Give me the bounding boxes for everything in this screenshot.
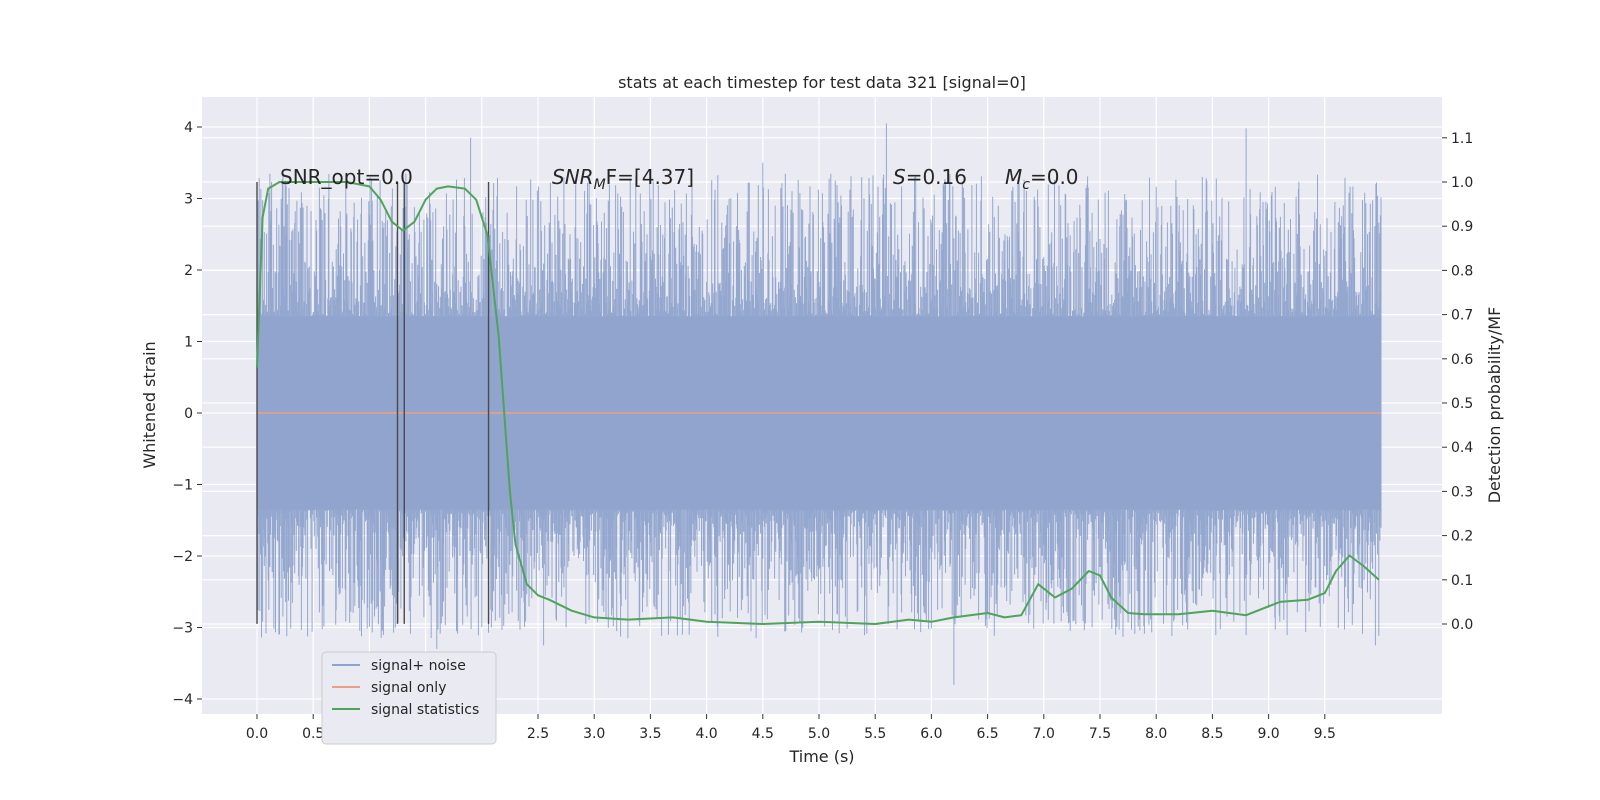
legend-label-noise: signal+ noise bbox=[371, 658, 466, 674]
y-right-tick-label: 0.4 bbox=[1451, 440, 1473, 456]
annotation-snr-mf: SNRMF=[4.37] bbox=[552, 165, 694, 193]
x-tick-label: 7.0 bbox=[1033, 726, 1055, 742]
x-tick-label: 0.5 bbox=[302, 726, 324, 742]
legend-label-signal: signal only bbox=[371, 680, 446, 696]
x-tick-label: 6.0 bbox=[920, 726, 942, 742]
y-tick-label: 2 bbox=[184, 263, 193, 279]
y-tick-label: 4 bbox=[184, 120, 193, 136]
signal-statistics-series bbox=[256, 181, 1380, 625]
vertical-markers bbox=[256, 182, 490, 624]
y-tick-label: 0 bbox=[184, 406, 193, 422]
x-tick-label: 3.5 bbox=[639, 726, 661, 742]
x-tick-label: 9.0 bbox=[1257, 726, 1279, 742]
x-axis-label: Time (s) bbox=[788, 747, 854, 766]
y-right-tick-label: 0.9 bbox=[1451, 219, 1473, 235]
legend-label-stats: signal statistics bbox=[371, 702, 479, 718]
x-tick-label: 5.5 bbox=[864, 726, 886, 742]
y-right-tick-label: 1.1 bbox=[1451, 131, 1473, 147]
y-tick-label: 1 bbox=[184, 335, 193, 351]
y-right-tick-label: 0.6 bbox=[1451, 352, 1473, 368]
y-tick-label: 3 bbox=[184, 192, 193, 208]
y-right-tick-labels: 1.1 1.0 0.9 0.8 0.7 0.6 0.5 0.4 0.3 0.2 0.1 0.0 bbox=[1442, 131, 1473, 633]
y-right-axis-label: Detection probability/MF bbox=[1485, 307, 1504, 504]
x-tick-label: 8.0 bbox=[1145, 726, 1167, 742]
x-tick-label: 2.5 bbox=[527, 726, 549, 742]
y-tick-labels: 4 3 2 1 0 −1 −2 −3 −4 bbox=[172, 120, 202, 708]
annotation-mc: Mc=0.0 bbox=[1005, 165, 1079, 193]
chart-title: stats at each timestep for test data 321… bbox=[618, 73, 1026, 92]
annotation-snr-opt: SNR_opt=0.0 bbox=[280, 165, 413, 189]
y-axis-label: Whitened strain bbox=[140, 341, 159, 468]
y-right-tick-label: 0.5 bbox=[1451, 396, 1473, 412]
x-tick-label: 0.0 bbox=[246, 726, 268, 742]
x-tick-label: 7.5 bbox=[1089, 726, 1111, 742]
y-tick-label: −3 bbox=[172, 621, 193, 637]
y-right-tick-label: 0.0 bbox=[1451, 617, 1473, 633]
x-tick-label: 8.5 bbox=[1201, 726, 1223, 742]
signal-statistics-line bbox=[256, 181, 1380, 625]
y-right-tick-label: 0.1 bbox=[1451, 573, 1473, 589]
y-tick-label: −1 bbox=[172, 478, 193, 494]
y-right-tick-label: 0.8 bbox=[1451, 263, 1473, 279]
y-right-tick-label: 0.3 bbox=[1451, 484, 1473, 500]
y-right-tick-label: 0.2 bbox=[1451, 529, 1473, 545]
x-tick-label: 4.0 bbox=[695, 726, 717, 742]
x-tick-label: 9.5 bbox=[1314, 726, 1336, 742]
x-tick-label: 6.5 bbox=[976, 726, 998, 742]
legend: signal+ noise signal only signal statist… bbox=[321, 651, 497, 745]
y-tick-label: −4 bbox=[172, 692, 193, 708]
legend-box bbox=[321, 651, 497, 745]
annotation-s: S=0.16 bbox=[893, 165, 967, 189]
x-tick-label: 5.0 bbox=[808, 726, 830, 742]
y-right-tick-label: 0.7 bbox=[1451, 308, 1473, 324]
x-tick-label: 4.5 bbox=[752, 726, 774, 742]
x-tick-label: 3.0 bbox=[583, 726, 605, 742]
y-tick-label: −2 bbox=[172, 549, 193, 565]
y-right-tick-label: 1.0 bbox=[1451, 175, 1473, 191]
